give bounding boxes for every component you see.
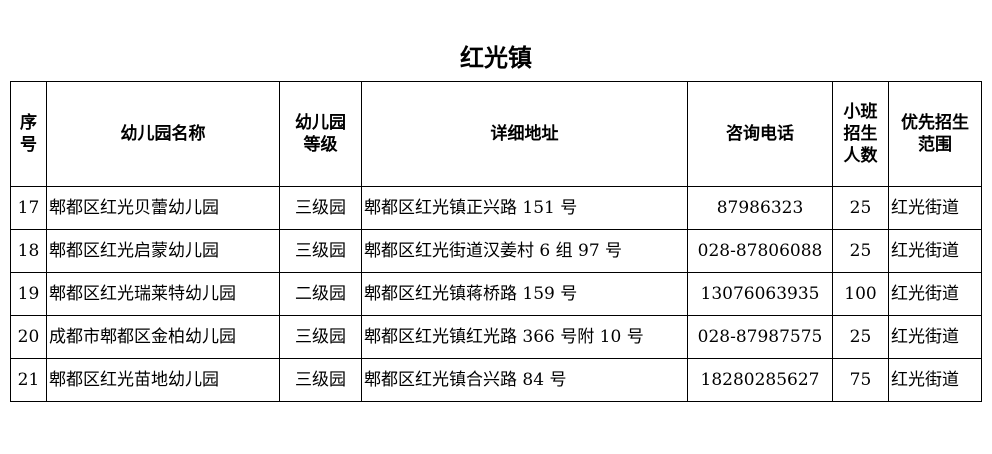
header-level: 幼儿园 等级 [279, 81, 362, 187]
header-address: 详细地址 [361, 81, 688, 187]
cell-scope: 红光街道 [888, 272, 982, 316]
cell-name: 成都市郫都区金柏幼儿园 [46, 315, 280, 359]
cell-scope: 红光街道 [888, 358, 982, 402]
cell-name: 郫都区红光贝蕾幼儿园 [46, 186, 280, 230]
cell-scope: 红光街道 [888, 315, 982, 359]
cell-phone: 18280285627 [687, 358, 833, 402]
table-row: 17 郫都区红光贝蕾幼儿园 三级园 郫都区红光镇正兴路 151 号 87986323 25… [10, 186, 982, 230]
cell-index: 21 [10, 358, 47, 402]
cell-capacity: 25 [832, 186, 889, 230]
cell-capacity: 25 [832, 229, 889, 273]
cell-name: 郫都区红光苗地幼儿园 [46, 358, 280, 402]
header-row: 序 号幼儿园名称 幼儿园 等级 详细地址 咨询电话 小班 招生 人数 优先招生 范围 [10, 81, 982, 187]
cell-phone: 13076063935 [687, 272, 833, 316]
cell-address: 郫都区红光镇红光路 366 号附 10 号 [361, 315, 688, 359]
cell-index: 19 [10, 272, 47, 316]
cell-capacity: 75 [832, 358, 889, 402]
header-capacity: 小班 招生 人数 [832, 81, 889, 187]
cell-phone: 028-87806088 [687, 229, 833, 273]
cell-level: 三级园 [279, 229, 362, 273]
header-index: 序 号 [10, 81, 47, 187]
cell-address: 郫都区红光镇合兴路 84 号 [361, 358, 688, 402]
kindergarten-table: 序 号幼儿园名称 幼儿园 等级 详细地址 咨询电话 小班 招生 人数 优先招生 范围 17… [10, 81, 982, 402]
cell-phone: 028-87987575 [687, 315, 833, 359]
cell-index: 17 [10, 186, 47, 230]
table-row: 18 郫都区红光启蒙幼儿园 三级园 郫都区红光街道汉姜村 6 组 97 号 028-87… [10, 229, 982, 273]
header-name: 幼儿园名称 [46, 81, 280, 187]
cell-capacity: 100 [832, 272, 889, 316]
cell-name: 郫都区红光瑞莱特幼儿园 [46, 272, 280, 316]
cell-level: 二级园 [279, 272, 362, 316]
cell-index: 20 [10, 315, 47, 359]
table-row: 21 郫都区红光苗地幼儿园 三级园 郫都区红光镇合兴路 84 号 18280285627… [10, 358, 982, 402]
cell-index: 18 [10, 229, 47, 273]
cell-address: 郫都区红光镇蒋桥路 159 号 [361, 272, 688, 316]
cell-level: 三级园 [279, 358, 362, 402]
cell-level: 三级园 [279, 186, 362, 230]
page-title: 红光镇 [460, 44, 532, 72]
cell-level: 三级园 [279, 315, 362, 359]
cell-name: 郫都区红光启蒙幼儿园 [46, 229, 280, 273]
table-row: 20 成都市郫都区金柏幼儿园 三级园 郫都区红光镇红光路 366 号附 10 号 028… [10, 315, 982, 359]
cell-scope: 红光街道 [888, 186, 982, 230]
header-phone: 咨询电话 [687, 81, 833, 187]
header-scope: 优先招生 范围 [888, 81, 982, 187]
table-row: 19 郫都区红光瑞莱特幼儿园 二级园 郫都区红光镇蒋桥路 159 号 130760639… [10, 272, 982, 316]
cell-scope: 红光街道 [888, 229, 982, 273]
cell-address: 郫都区红光镇正兴路 151 号 [361, 186, 688, 230]
cell-phone: 87986323 [687, 186, 833, 230]
cell-address: 郫都区红光街道汉姜村 6 组 97 号 [361, 229, 688, 273]
cell-capacity: 25 [832, 315, 889, 359]
